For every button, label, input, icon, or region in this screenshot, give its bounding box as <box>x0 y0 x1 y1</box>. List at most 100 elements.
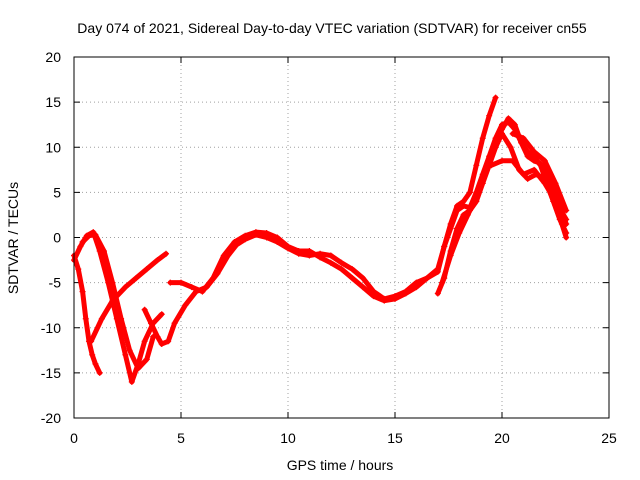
data-point <box>242 232 249 239</box>
data-point <box>481 171 488 178</box>
data-point <box>349 266 356 273</box>
data-point <box>413 284 420 291</box>
series-track-d <box>88 250 170 345</box>
data-point <box>306 248 313 255</box>
y-tick-label: -15 <box>41 365 61 381</box>
data-point <box>118 315 125 322</box>
data-point <box>165 338 172 345</box>
data-point <box>178 279 184 286</box>
data-point <box>505 115 512 122</box>
data-point <box>511 121 518 128</box>
data-point <box>563 216 570 223</box>
data-point <box>143 356 150 363</box>
data-point <box>558 220 565 227</box>
data-point <box>141 338 148 345</box>
series-trace <box>88 251 169 344</box>
data-point <box>295 248 302 255</box>
x-tick-label: 15 <box>387 430 403 446</box>
data-point <box>466 189 473 196</box>
data-point <box>75 266 82 273</box>
data-point <box>141 306 148 313</box>
data-point <box>263 229 270 236</box>
data-point <box>563 207 570 214</box>
x-tick-label: 10 <box>280 430 296 446</box>
data-point <box>464 211 471 218</box>
data-point <box>252 229 259 236</box>
data-point <box>524 175 531 182</box>
data-point <box>143 266 150 273</box>
data-point <box>210 275 217 282</box>
data-point <box>456 229 463 236</box>
data-point <box>359 275 366 282</box>
y-tick-label: 0 <box>53 230 61 246</box>
data-point <box>486 112 493 119</box>
data-point <box>220 252 227 259</box>
data-point <box>473 162 480 169</box>
data-point <box>434 290 441 297</box>
data-point <box>92 231 99 238</box>
data-point <box>158 340 165 347</box>
series-track-f <box>167 94 499 304</box>
data-point <box>338 266 345 273</box>
y-tick-label: 20 <box>45 49 61 65</box>
data-point <box>424 275 431 282</box>
data-point <box>133 275 140 282</box>
data-point <box>488 162 495 169</box>
data-point <box>370 293 377 300</box>
data-point <box>349 275 356 282</box>
data-point <box>499 130 505 137</box>
series-trace <box>80 232 156 371</box>
data-point <box>88 338 95 345</box>
data-point <box>447 220 454 227</box>
data-point <box>537 160 544 167</box>
data-point <box>381 297 388 304</box>
grid-lines <box>74 57 609 418</box>
data-point <box>524 153 531 160</box>
data-point <box>492 94 499 101</box>
y-tick-label: 5 <box>53 184 61 200</box>
data-point <box>518 139 525 146</box>
data-point <box>317 254 324 261</box>
data-point <box>499 157 505 164</box>
data-point <box>122 284 129 291</box>
data-point <box>552 198 559 205</box>
x-tick-label: 25 <box>601 430 617 446</box>
data-point <box>460 198 467 205</box>
y-tick-label: -10 <box>41 320 61 336</box>
data-point <box>96 369 103 376</box>
data-point <box>135 365 142 372</box>
series-track-c <box>79 231 157 372</box>
data-point <box>327 259 334 266</box>
data-point <box>154 333 161 340</box>
data-point <box>274 234 281 241</box>
data-point <box>402 290 409 297</box>
data-point <box>563 234 570 241</box>
data-point <box>327 252 334 259</box>
data-point <box>89 351 96 358</box>
series-trace <box>510 131 569 213</box>
data-point <box>531 166 538 173</box>
data-point <box>85 232 92 239</box>
x-axis-label: GPS time / hours <box>287 457 394 473</box>
tick-labels: 0 5 10 15 20 25 -20 -15 -10 -5 0 5 10 15 20 <box>41 49 617 446</box>
data-point <box>552 180 559 187</box>
data-point <box>520 171 527 178</box>
data-point <box>188 284 195 291</box>
data-point <box>509 130 516 137</box>
plot-frame <box>73 56 610 419</box>
data-point <box>148 320 155 327</box>
data-point <box>531 157 538 164</box>
data-point <box>126 347 133 354</box>
data-point <box>109 279 116 286</box>
y-tick-label: 10 <box>45 139 61 155</box>
x-tick-label: 0 <box>70 430 78 446</box>
data-point <box>167 279 174 286</box>
data-point <box>338 259 345 266</box>
data-point <box>171 320 178 327</box>
data-point <box>439 279 446 286</box>
data-point <box>231 239 238 246</box>
data-point <box>158 311 165 318</box>
y-axis-label: SDTVAR / TECUs <box>5 182 21 294</box>
